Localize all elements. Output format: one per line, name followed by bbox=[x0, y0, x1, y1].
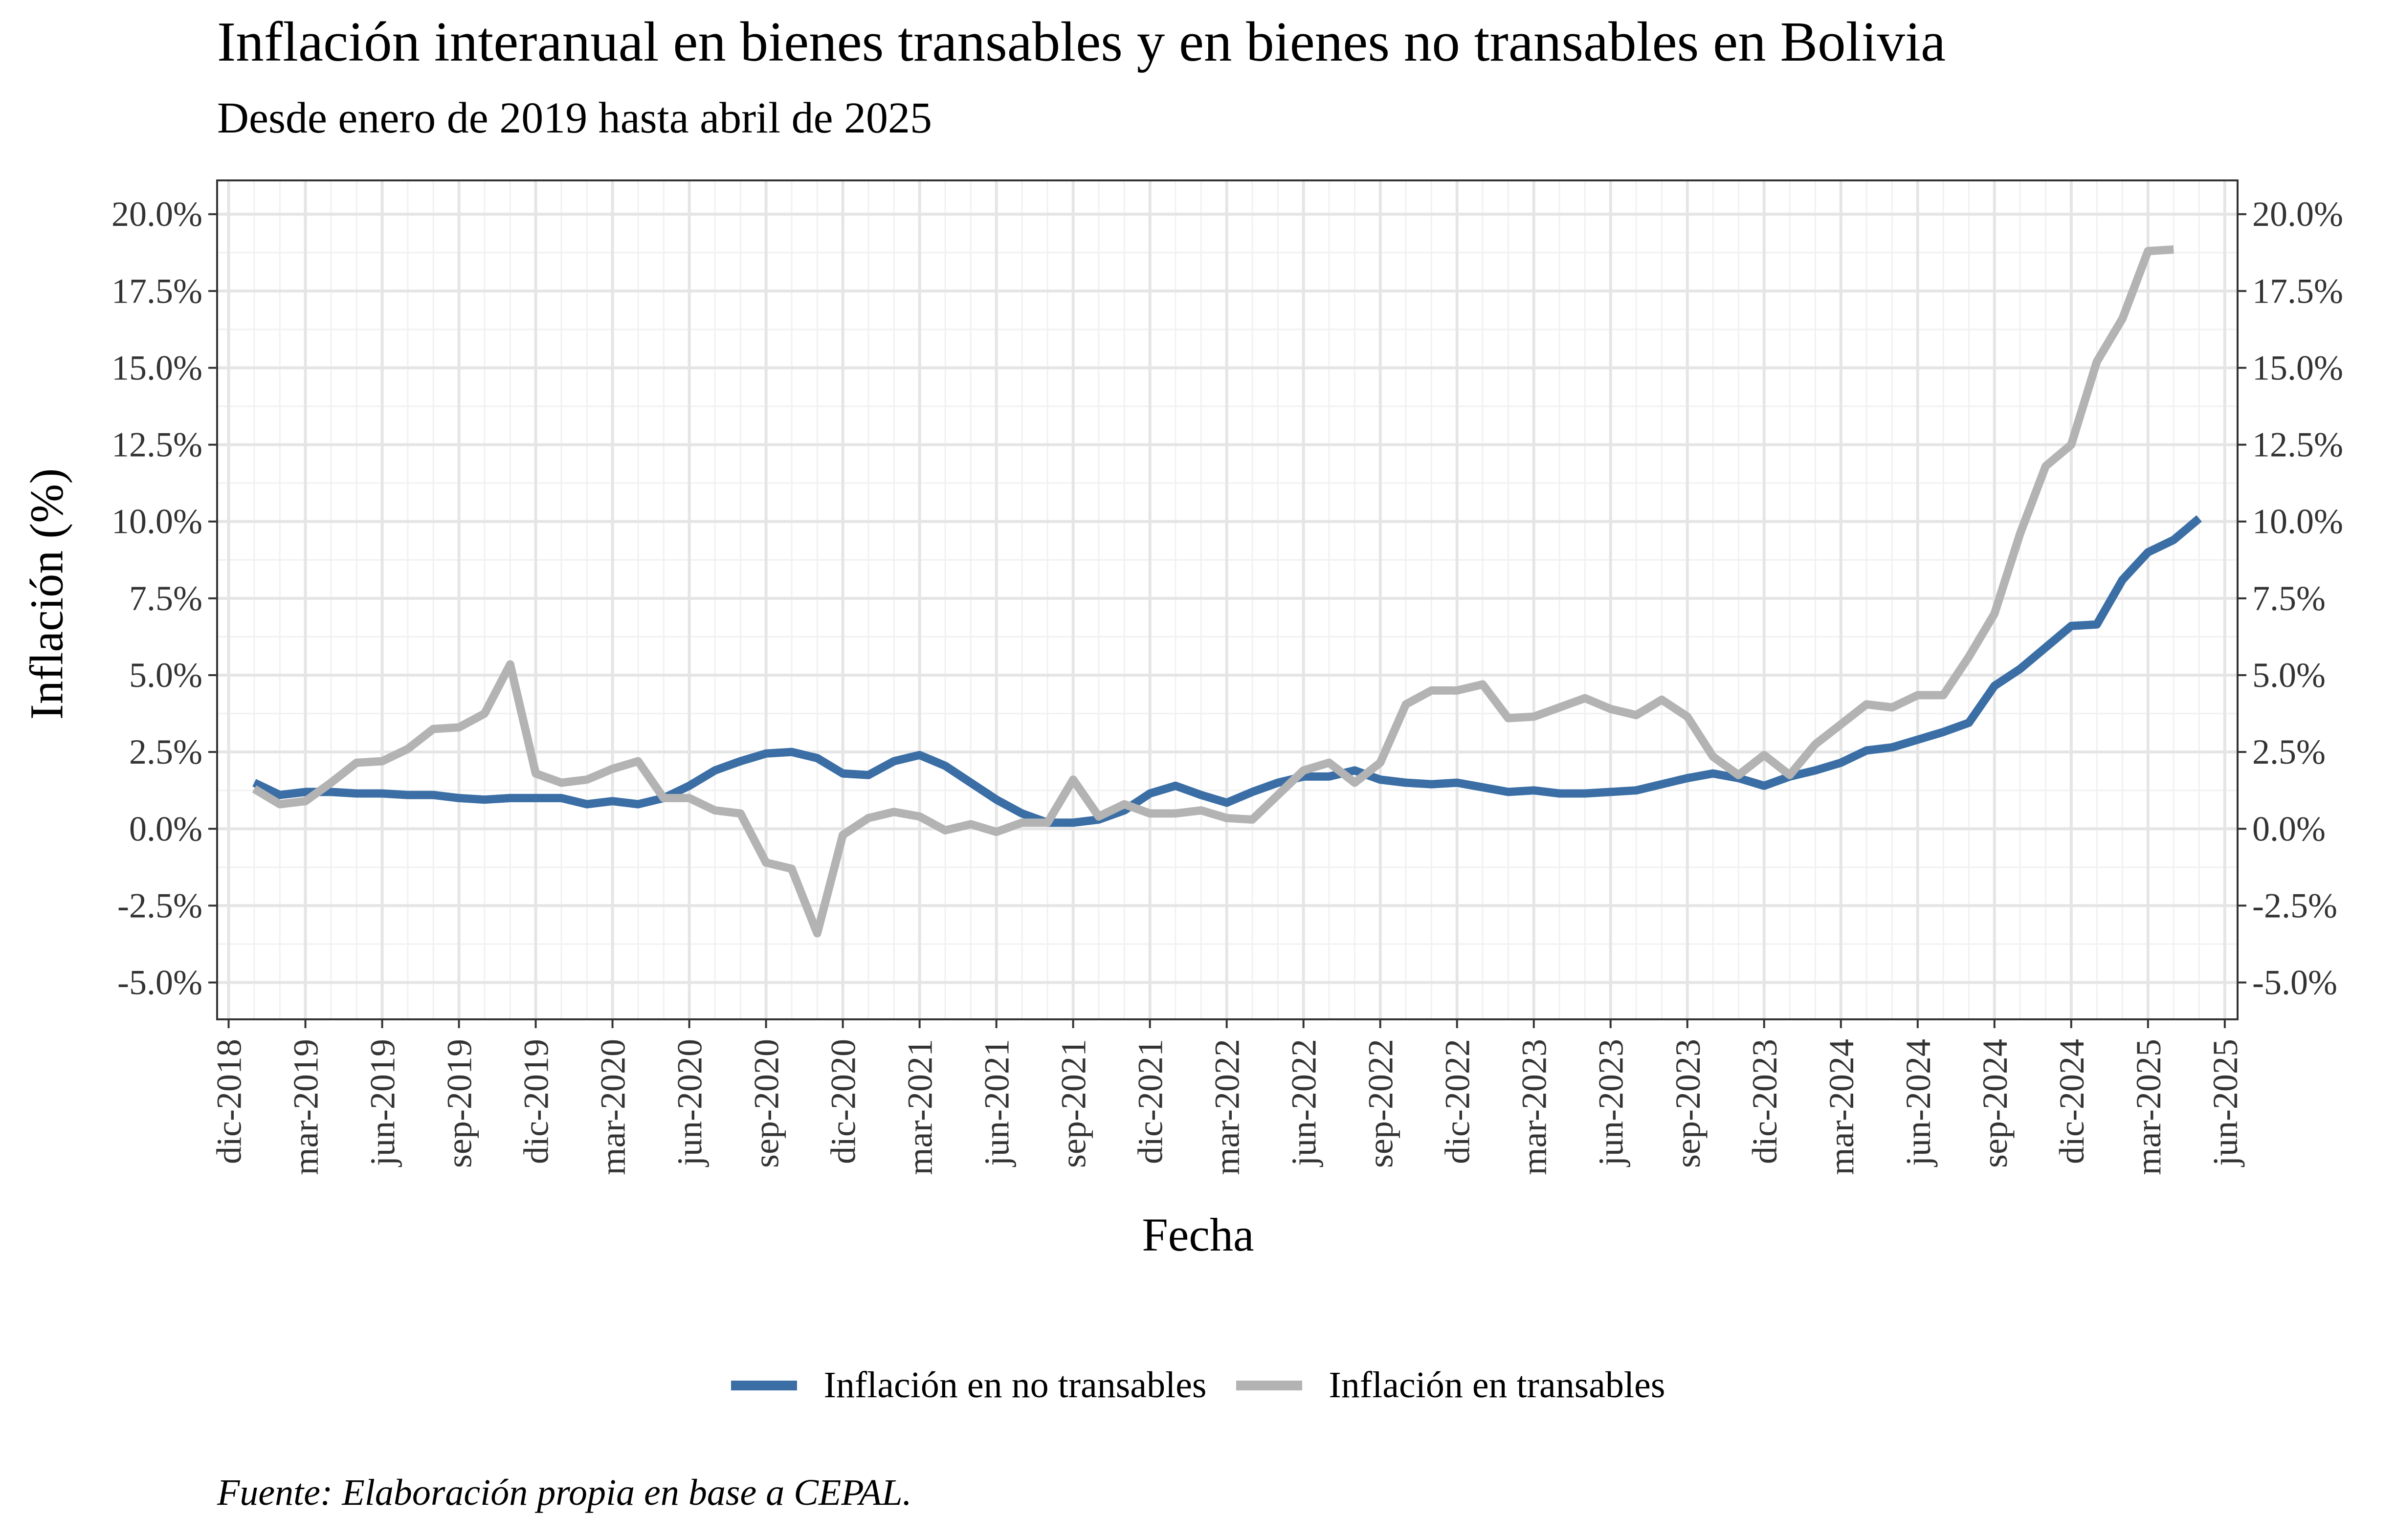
y-tick-label-left: 10.0% bbox=[111, 502, 202, 541]
y-axis-label: Inflación (%) bbox=[20, 468, 73, 720]
x-tick-label: dic-2022 bbox=[1438, 1039, 1477, 1164]
y-tick-label-right: 17.5% bbox=[2252, 271, 2343, 310]
x-tick-label: mar-2019 bbox=[287, 1039, 326, 1175]
x-tick-label: jun-2021 bbox=[977, 1039, 1017, 1167]
x-tick-label: sep-2019 bbox=[440, 1039, 479, 1168]
y-tick-label-right: 10.0% bbox=[2252, 502, 2343, 541]
legend-swatch-transables bbox=[1236, 1380, 1302, 1390]
x-tick-label: jun-2024 bbox=[1899, 1039, 1938, 1167]
legend-item-transables: Inflación en transables bbox=[1236, 1364, 1665, 1407]
y-tick-label-left: 5.0% bbox=[129, 656, 202, 695]
y-tick-label-right: -2.5% bbox=[2252, 886, 2337, 925]
legend-swatch-no-transables bbox=[731, 1380, 797, 1390]
x-tick-label: mar-2024 bbox=[1822, 1039, 1861, 1175]
x-tick-label: dic-2019 bbox=[517, 1039, 556, 1164]
x-tick-label: jun-2025 bbox=[2206, 1039, 2245, 1167]
x-tick-label: dic-2018 bbox=[210, 1039, 249, 1164]
x-tick-label: jun-2020 bbox=[670, 1039, 710, 1167]
y-tick-label-left: 20.0% bbox=[111, 195, 202, 234]
x-tick-label: sep-2024 bbox=[1975, 1039, 2015, 1168]
y-tick-label-right: 2.5% bbox=[2252, 732, 2326, 771]
y-tick-label-left: 12.5% bbox=[111, 425, 202, 464]
y-tick-label-left: 15.0% bbox=[111, 348, 202, 387]
series-line-0 bbox=[252, 515, 2202, 827]
x-tick-label: dic-2020 bbox=[824, 1039, 863, 1164]
x-tick-label: sep-2021 bbox=[1054, 1039, 1093, 1168]
series-lines bbox=[252, 245, 2202, 938]
x-axis-label: Fecha bbox=[1142, 1209, 1254, 1261]
legend: Inflación en no transables Inflación en … bbox=[0, 1364, 2396, 1407]
x-tick-label: mar-2022 bbox=[1208, 1039, 1247, 1175]
x-tick-label: mar-2020 bbox=[594, 1039, 633, 1175]
y-tick-label-right: 5.0% bbox=[2252, 656, 2326, 695]
series-line-1 bbox=[252, 245, 2174, 938]
chart-subtitle: Desde enero de 2019 hasta abril de 2025 bbox=[217, 94, 932, 142]
x-tick-label: mar-2023 bbox=[1515, 1039, 1554, 1175]
legend-item-no-transables: Inflación en no transables bbox=[731, 1364, 1207, 1407]
x-tick-label: sep-2020 bbox=[747, 1039, 786, 1168]
y-tick-label-right: 0.0% bbox=[2252, 809, 2326, 848]
y-tick-label-right: 15.0% bbox=[2252, 348, 2343, 387]
y-tick-label-right: 7.5% bbox=[2252, 579, 2326, 618]
x-tick-label: dic-2024 bbox=[2052, 1039, 2091, 1164]
y-tick-label-left: 17.5% bbox=[111, 271, 202, 310]
x-tick-label: dic-2021 bbox=[1131, 1039, 1170, 1164]
y-tick-label-right: 12.5% bbox=[2252, 425, 2343, 464]
chart-title: Inflación interanual en bienes transable… bbox=[217, 11, 1946, 73]
x-tick-label: jun-2022 bbox=[1285, 1039, 1324, 1167]
x-tick-label: mar-2021 bbox=[901, 1039, 940, 1175]
y-tick-label-right: 20.0% bbox=[2252, 195, 2343, 234]
x-tick-label: sep-2022 bbox=[1361, 1039, 1400, 1168]
x-tick-label: jun-2019 bbox=[363, 1039, 402, 1167]
y-tick-label-left: 0.0% bbox=[129, 809, 202, 848]
y-tick-label-left: -2.5% bbox=[117, 886, 202, 925]
axis-ticks: -5.0% -5.0% -2.5% -2.5% 0.0% 0.0% 2.5% 2.5% 5.0%… bbox=[111, 195, 2343, 1175]
y-tick-label-left: -5.0% bbox=[117, 963, 202, 1002]
y-tick-label-left: 2.5% bbox=[129, 732, 202, 771]
legend-label-transables: Inflación en transables bbox=[1329, 1364, 1665, 1406]
x-tick-label: sep-2023 bbox=[1668, 1039, 1708, 1168]
major-gridlines bbox=[217, 180, 2238, 1019]
legend-label-no-transables: Inflación en no transables bbox=[823, 1364, 1207, 1406]
x-tick-label: jun-2023 bbox=[1592, 1039, 1631, 1167]
y-tick-label-right: -5.0% bbox=[2252, 963, 2337, 1002]
y-tick-label-left: 7.5% bbox=[129, 579, 202, 618]
x-tick-label: dic-2023 bbox=[1745, 1039, 1784, 1164]
x-tick-label: mar-2025 bbox=[2129, 1039, 2168, 1175]
source-caption: Fuente: Elaboración propia en base a CEP… bbox=[217, 1472, 912, 1513]
